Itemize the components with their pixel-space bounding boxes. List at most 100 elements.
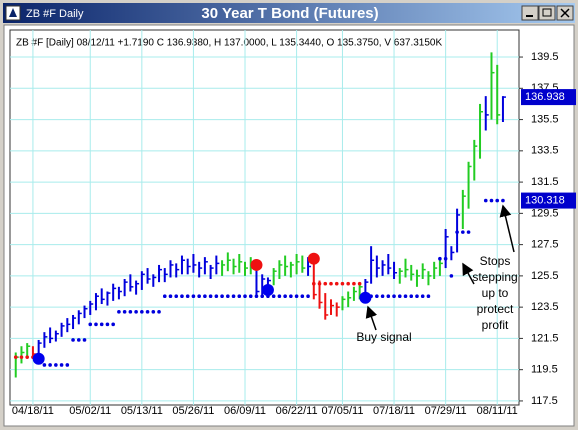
stop-dot	[294, 294, 299, 299]
stop-dot	[13, 355, 18, 359]
stop-dot	[403, 294, 408, 299]
stop-dot	[174, 294, 179, 299]
stop-dot	[128, 310, 133, 314]
stop-dot	[254, 294, 259, 299]
x-tick-label: 05/02/11	[69, 405, 111, 417]
window-title: ZB #F Daily	[26, 8, 84, 20]
x-tick-label: 07/18/11	[373, 405, 415, 417]
stop-dot	[420, 294, 425, 299]
stop-dot	[185, 294, 190, 299]
annotation: stepping	[472, 270, 517, 284]
stop-dot	[157, 310, 161, 314]
stop-dot	[260, 294, 265, 299]
stop-dot	[208, 294, 213, 299]
y-tick-label: 131.5	[531, 176, 559, 188]
stop-dot	[443, 256, 448, 261]
window-buttons[interactable]	[521, 5, 574, 21]
stop-dot	[289, 294, 293, 299]
stop-dot	[455, 230, 459, 234]
stop-dot	[140, 310, 144, 314]
signal	[307, 252, 320, 265]
close-glyph	[560, 8, 570, 18]
stop-dot	[168, 294, 173, 299]
y-tick-label: 117.5	[531, 395, 558, 407]
stop-dot	[340, 281, 345, 286]
x-tick-label: 05/26/11	[172, 405, 214, 417]
stop-dot	[397, 294, 402, 299]
stop-dot	[220, 294, 224, 299]
chart-title: 30 Year T Bond (Futures)	[201, 5, 378, 22]
y-tick-label: 139.5	[531, 51, 559, 63]
maximize-glyph	[542, 8, 552, 17]
x-tick-label: 05/13/11	[121, 405, 163, 417]
plot-area	[9, 29, 520, 406]
maximize-button[interactable]	[538, 5, 556, 21]
x-tick-label: 07/05/11	[321, 405, 363, 417]
stop-dot	[237, 294, 242, 299]
stop-dot	[461, 230, 465, 234]
stop-dot	[277, 294, 282, 299]
stop-dot	[271, 294, 276, 299]
stop-dot	[248, 294, 253, 299]
annotation-arrow	[499, 204, 515, 253]
annotation: Buy signal	[356, 330, 411, 344]
stop-dot	[311, 281, 316, 286]
stop-dot	[323, 281, 328, 286]
stop-dot	[346, 281, 350, 286]
stop-dot	[25, 355, 29, 359]
x-tick-label: 06/22/11	[276, 405, 318, 417]
stop-dot	[375, 294, 379, 299]
stop-dot	[409, 294, 414, 299]
stop-dot	[415, 294, 419, 299]
stop-dot	[99, 322, 104, 327]
signal	[32, 352, 45, 365]
stop-dot	[243, 294, 247, 299]
stop-dot	[105, 322, 110, 327]
stop-dot	[495, 198, 500, 203]
chart-layer: 117.5 119.5 121.5 123.5 125.5 127.5 129.5 131.5…	[10, 30, 559, 417]
stop-dot	[94, 322, 98, 327]
price-flag-label: 136.938	[525, 91, 565, 103]
annotation: Stops	[480, 254, 511, 268]
stop-dot	[117, 310, 121, 314]
y-tick-label: 133.5	[531, 145, 559, 157]
stop-dot	[42, 363, 47, 367]
stop-dot	[426, 294, 431, 299]
stop-dot	[145, 310, 150, 314]
stop-dot	[111, 322, 115, 327]
stop-dot	[191, 294, 196, 299]
price-flag	[521, 192, 576, 209]
stop-dot	[449, 274, 454, 278]
stop-dot	[352, 281, 356, 286]
x-tick-label: 07/29/11	[425, 405, 467, 417]
annotation: up to	[482, 286, 509, 300]
y-tick-label: 123.5	[531, 301, 559, 313]
y-tick-label: 129.5	[531, 207, 559, 219]
stop-dot	[466, 230, 471, 234]
x-tick-label: 04/18/11	[12, 405, 54, 417]
stop-dot	[71, 338, 75, 342]
y-tick-label: 121.5	[531, 332, 559, 344]
info-line: ZB #F [Daily] 08/12/11 +1.7190 C 136.938…	[16, 38, 442, 49]
stop-dot	[203, 294, 207, 299]
annotation-arrow	[365, 305, 378, 331]
annotation-arrow	[462, 262, 475, 285]
stop-dot	[357, 281, 362, 286]
stop-dot	[48, 363, 52, 367]
stop-dot	[19, 355, 24, 359]
stop-dot	[334, 281, 339, 286]
stop-dot	[386, 294, 391, 299]
y-tick-label: 127.5	[531, 239, 559, 251]
title-bar	[3, 3, 575, 23]
signal	[261, 283, 274, 296]
stop-dot	[162, 294, 167, 299]
x-tick-label: 06/09/11	[224, 405, 266, 417]
stop-dot	[180, 294, 184, 299]
stop-dot	[283, 294, 287, 299]
price-flag-label: 130.318	[525, 194, 565, 206]
minimize-button[interactable]	[521, 5, 539, 21]
price-flag	[521, 89, 576, 106]
stop-dot	[501, 198, 505, 203]
stop-dot	[306, 294, 310, 299]
